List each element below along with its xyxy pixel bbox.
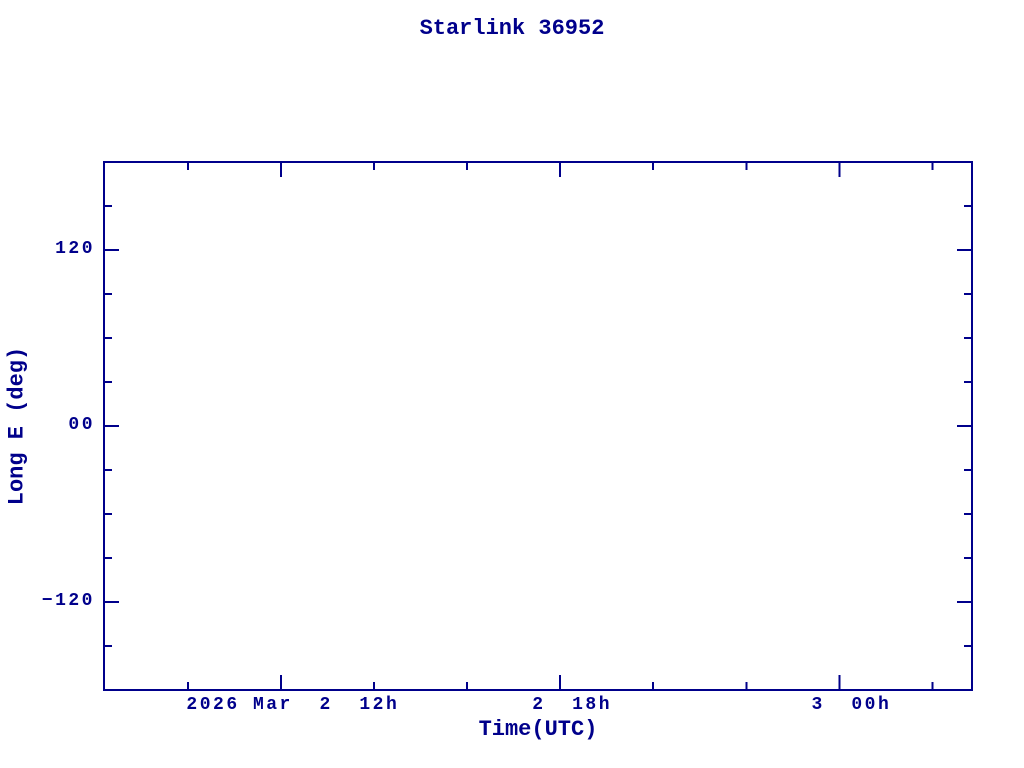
x-tick-label: 3 00h: [811, 695, 892, 715]
y-tick-label: 120: [55, 239, 95, 259]
x-tick-label: 2026 Mar 2 12h: [186, 695, 400, 715]
x-tick-label: 2 18h: [532, 695, 612, 715]
x-axis-label: Time(UTC): [478, 717, 598, 742]
y-tick-label: −120: [41, 591, 95, 611]
chart-title: Starlink 36952: [419, 16, 605, 41]
y-tick-label: 00: [68, 415, 95, 435]
